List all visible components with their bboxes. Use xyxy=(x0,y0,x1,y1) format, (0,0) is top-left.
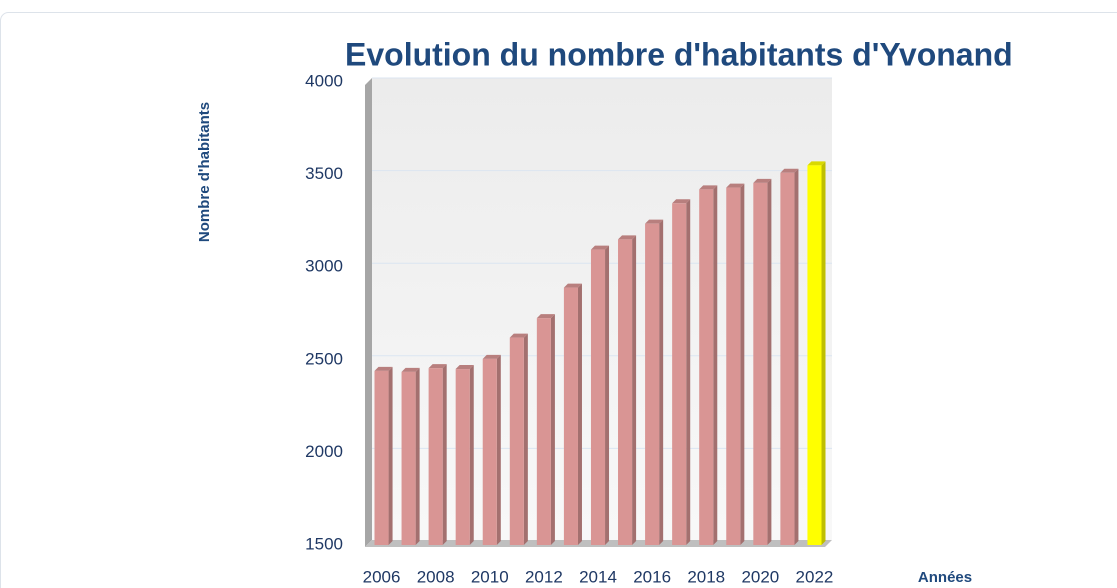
bar-side xyxy=(794,168,799,546)
bar xyxy=(509,333,528,545)
bar xyxy=(563,283,582,545)
bar-top xyxy=(536,314,555,319)
bar-side xyxy=(442,364,447,545)
bar xyxy=(455,365,474,545)
chart-title: Evolution du nombre d'habitants d'Yvonan… xyxy=(345,36,1013,72)
bar-front xyxy=(482,358,497,545)
bar-top xyxy=(618,235,637,240)
bar-side xyxy=(577,283,582,545)
bar-front xyxy=(699,189,714,545)
bar-top xyxy=(645,219,664,224)
x-tick-label: 2022 xyxy=(796,567,834,586)
bar xyxy=(618,235,637,546)
bar-front xyxy=(645,223,660,546)
x-axis-label: Années xyxy=(918,569,972,586)
y-axis-label: Nombre d'habitants xyxy=(196,102,213,242)
x-tick-label: 2006 xyxy=(363,567,401,586)
bar-top xyxy=(753,178,772,183)
bar xyxy=(401,367,420,545)
bar-top xyxy=(374,366,393,371)
bar-top xyxy=(780,168,799,173)
side-wall xyxy=(365,78,372,547)
bar xyxy=(780,168,799,546)
bar-side xyxy=(659,219,664,546)
bar xyxy=(726,183,745,545)
bar xyxy=(482,354,501,545)
bar-front xyxy=(726,187,741,545)
bar xyxy=(645,219,664,546)
bar-front xyxy=(618,239,633,546)
bar-top xyxy=(455,365,474,370)
bar xyxy=(699,185,718,545)
x-tick-label: 2018 xyxy=(687,567,725,586)
bar-side xyxy=(821,161,826,545)
bar-top xyxy=(699,185,718,190)
bar xyxy=(374,366,393,545)
x-tick-label: 2010 xyxy=(471,567,509,586)
bar-top xyxy=(726,183,745,188)
bar-top xyxy=(563,283,582,288)
x-tick-label: 2014 xyxy=(579,567,617,586)
bar-front xyxy=(563,287,578,545)
bar-front xyxy=(536,318,551,545)
y-tick-label: 1500 xyxy=(305,534,343,553)
y-tick-label: 2000 xyxy=(305,442,343,461)
bar xyxy=(753,178,772,545)
bar-side xyxy=(632,235,637,546)
bar-side xyxy=(469,365,474,545)
bar-side xyxy=(523,333,528,545)
x-tick-label: 2012 xyxy=(525,567,563,586)
bar-front xyxy=(401,371,416,545)
x-tick-label: 2020 xyxy=(741,567,779,586)
bar-top xyxy=(482,354,501,359)
bar-front xyxy=(455,369,470,545)
bar xyxy=(672,199,691,545)
bar-front xyxy=(509,337,524,545)
bar-front xyxy=(780,172,795,546)
bar-front xyxy=(374,370,389,545)
bar-top xyxy=(401,367,420,372)
bar-side xyxy=(740,183,745,545)
bar-front xyxy=(672,203,687,545)
bar-top xyxy=(509,333,528,338)
bar-front xyxy=(753,182,768,545)
bar-side xyxy=(713,185,718,545)
bar-side xyxy=(686,199,691,545)
bar-front xyxy=(428,368,443,545)
x-tick-label: 2008 xyxy=(417,567,455,586)
bar-top xyxy=(428,364,447,369)
bar xyxy=(536,314,555,545)
bar-side xyxy=(415,367,420,545)
bar-top xyxy=(807,161,826,166)
bar-side xyxy=(496,354,501,545)
bar-side xyxy=(550,314,555,545)
bar-top xyxy=(672,199,691,204)
bar xyxy=(590,245,610,545)
bar-top xyxy=(590,245,610,250)
bar-front xyxy=(807,165,822,545)
x-tick-label: 2016 xyxy=(633,567,671,586)
bar xyxy=(807,161,826,545)
bar-front xyxy=(590,249,606,545)
bar-side xyxy=(388,366,393,545)
y-tick-label: 4000 xyxy=(305,71,343,90)
bar-side xyxy=(605,245,610,545)
y-tick-label: 2500 xyxy=(305,349,343,368)
bar-side xyxy=(767,178,772,545)
y-tick-label: 3500 xyxy=(305,164,343,183)
bar xyxy=(428,364,447,545)
y-tick-label: 3000 xyxy=(305,257,343,276)
